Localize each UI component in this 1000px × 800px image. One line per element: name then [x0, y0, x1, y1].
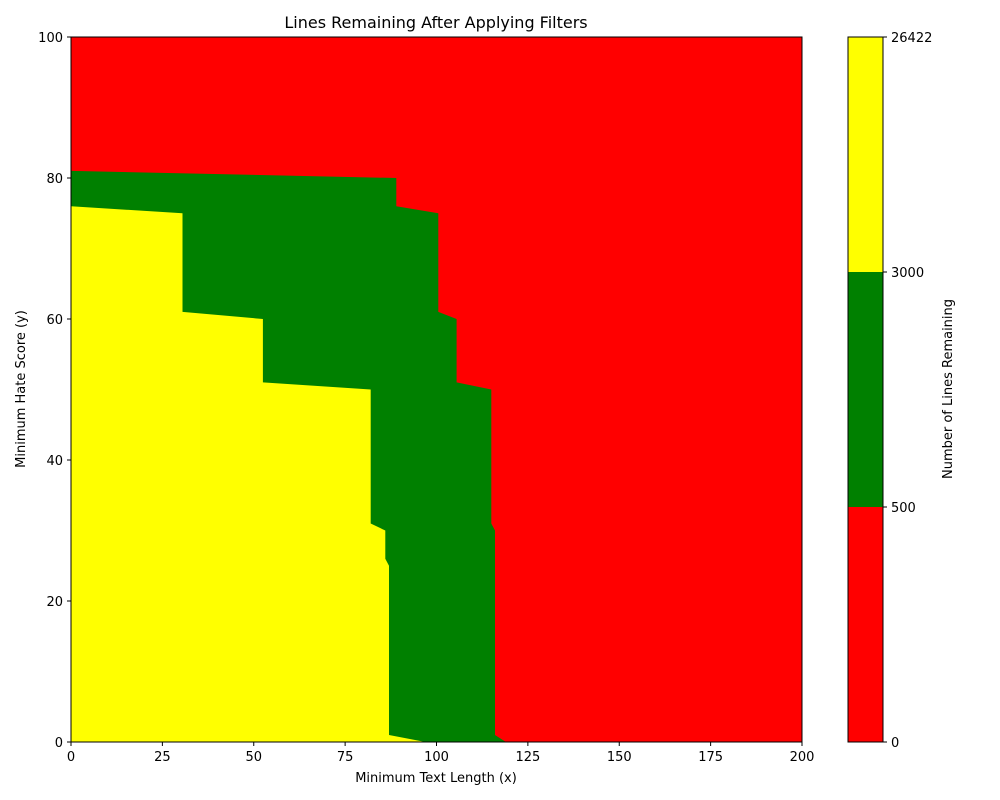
y-tick-label: 60	[46, 313, 63, 328]
x-axis-label: Minimum Text Length (x)	[355, 771, 517, 786]
y-tick-label: 80	[46, 172, 63, 187]
plot-area	[70, 36, 803, 743]
y-axis-label: Minimum Hate Score (y)	[14, 310, 29, 468]
x-tick-label: 175	[698, 750, 723, 765]
x-tick-label: 0	[67, 750, 75, 765]
colorbar-tick-label: 3000	[891, 266, 924, 281]
colorbar-tick-label: 0	[891, 736, 899, 751]
x-tick-label: 75	[337, 750, 354, 765]
colorbar-frame	[847, 36, 884, 743]
y-tick-label: 20	[46, 595, 63, 610]
colorbar-segment	[848, 272, 883, 507]
y-axis: 0 20 40 60 80 100	[38, 31, 71, 751]
region-above-3000	[71, 206, 426, 742]
x-tick-label: 25	[154, 750, 171, 765]
x-axis: 0 25 50 75 100 125 150 175 200	[67, 742, 815, 765]
colorbar-segment	[848, 507, 883, 742]
colorbar-segment	[848, 37, 883, 272]
colorbar-label: Number of Lines Remaining	[941, 299, 956, 479]
y-tick-label: 40	[46, 454, 63, 469]
x-tick-label: 50	[245, 750, 262, 765]
chart-title: Lines Remaining After Applying Filters	[284, 13, 587, 32]
colorbar-tick-label: 500	[891, 501, 916, 516]
x-tick-label: 200	[790, 750, 815, 765]
y-tick-label: 100	[38, 31, 63, 46]
colorbar-tick-label: 26422	[891, 31, 932, 46]
x-tick-label: 150	[607, 750, 632, 765]
y-tick-label: 0	[55, 736, 63, 751]
x-tick-label: 125	[515, 750, 540, 765]
x-tick-label: 100	[424, 750, 449, 765]
colorbar: 0 500 3000 26422	[847, 31, 932, 751]
